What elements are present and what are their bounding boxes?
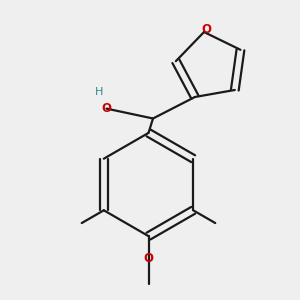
Text: H: H: [95, 87, 103, 98]
Text: O: O: [201, 23, 212, 36]
Text: O: O: [143, 252, 154, 265]
Text: O: O: [101, 102, 112, 115]
